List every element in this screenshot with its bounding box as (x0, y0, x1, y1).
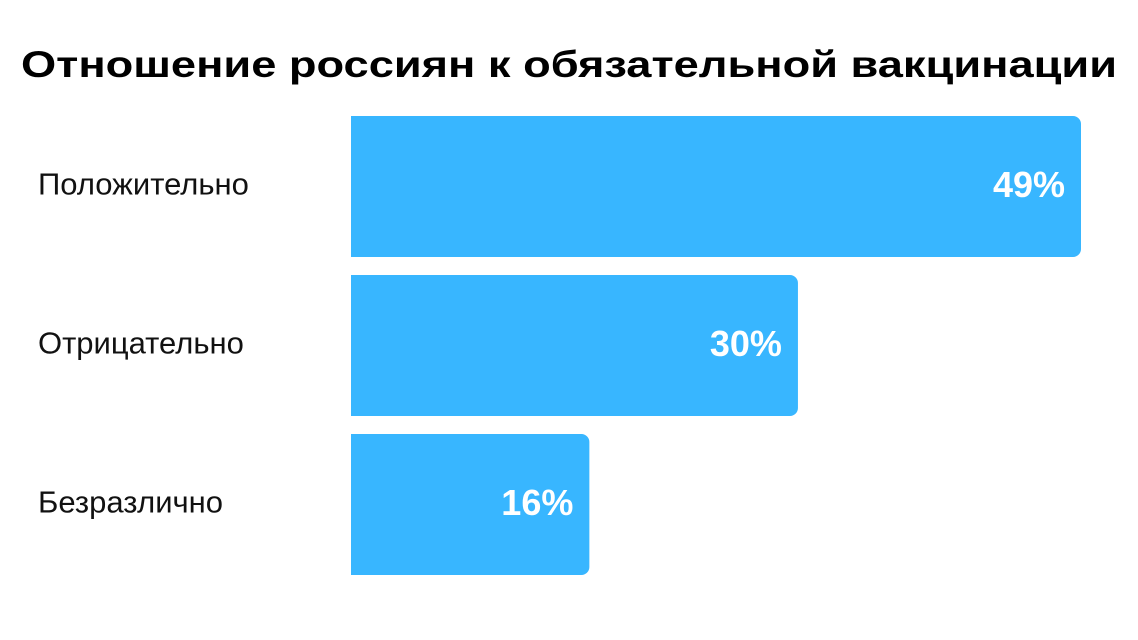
category-label: Отрицательно (38, 326, 244, 361)
value-label: 16% (501, 482, 573, 523)
value-label: 49% (993, 164, 1065, 205)
bar (351, 116, 1081, 257)
bar (351, 275, 798, 416)
category-label: Положительно (38, 167, 249, 202)
bar (351, 434, 590, 575)
category-label: Безразлично (38, 485, 223, 520)
value-label: 30% (710, 323, 782, 364)
chart-title: Отношение россиян к обязательной вакцина… (21, 44, 1117, 85)
